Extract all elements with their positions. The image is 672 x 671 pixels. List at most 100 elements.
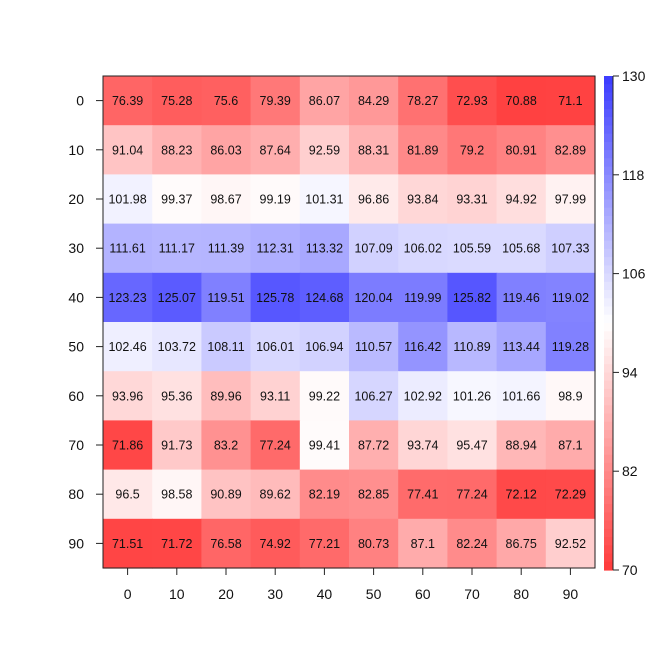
cell-value-label: 96.86 (358, 193, 389, 207)
colorbar-tick-label: 130 (622, 68, 646, 84)
heatmap-cell (398, 76, 448, 126)
heatmap-cell (103, 322, 153, 372)
cell-value-label: 96.5 (115, 488, 139, 502)
heatmap-cell (250, 371, 301, 421)
colorbar-segment (604, 224, 613, 234)
colorbar-segment (604, 207, 613, 217)
cell-value-label: 87.1 (411, 537, 435, 551)
cell-value-label: 98.58 (161, 488, 192, 502)
cell-value-label: 78.27 (407, 94, 438, 108)
cell-value-label: 119.51 (207, 291, 244, 305)
y-tick-label: 50 (68, 339, 84, 355)
colorbar-segment (604, 528, 613, 538)
heatmap-cell (496, 420, 547, 471)
y-tick-label: 20 (68, 191, 84, 207)
heatmap-cell (545, 469, 596, 520)
heatmap-cell (103, 272, 153, 323)
cell-value-label: 91.73 (161, 439, 192, 453)
colorbar-segment (604, 199, 613, 209)
colorbar-segment (604, 553, 613, 563)
cell-value-label: 87.1 (558, 439, 582, 453)
colorbar-segment (604, 191, 613, 201)
cell-value-label: 79.39 (260, 94, 291, 108)
y-tick-label: 0 (76, 93, 84, 109)
cell-value-label: 101.31 (305, 193, 343, 207)
cell-value-label: 119.99 (404, 291, 441, 305)
cell-value-label: 106.01 (256, 340, 294, 354)
cell-value-label: 93.31 (456, 193, 487, 207)
cell-value-label: 106.94 (305, 340, 343, 354)
x-tick-label: 70 (464, 586, 480, 602)
plot-frame (102, 75, 596, 569)
heatmap-cell (349, 420, 399, 471)
cell-value-label: 111.61 (109, 242, 145, 256)
cell-value-label: 119.46 (503, 291, 540, 305)
colorbar-segment (604, 339, 613, 349)
heatmap-cell (349, 322, 399, 372)
colorbar: 70 82 94 106 118 130 (604, 68, 646, 578)
cell-value-label: 95.36 (161, 389, 192, 403)
y-tick-label: 70 (68, 437, 84, 453)
cell-value-label: 88.31 (358, 143, 389, 157)
cell-value-label: 105.68 (502, 242, 540, 256)
cell-value-label: 74.92 (260, 537, 291, 551)
heatmap-cell (545, 76, 596, 126)
heatmap-cell (349, 125, 399, 175)
heatmap-cell (496, 371, 547, 421)
cell-value-label: 98.9 (558, 389, 582, 403)
cell-value-label: 99.41 (309, 439, 340, 453)
y-tick-label: 60 (68, 388, 84, 404)
heatmap-cell (545, 223, 596, 274)
heatmap-cell (201, 272, 252, 323)
colorbar-tick-label: 70 (622, 562, 638, 578)
cell-value-label: 119.02 (552, 291, 589, 305)
colorbar-segment (604, 273, 613, 283)
colorbar-segment (604, 430, 613, 439)
colorbar-segment (604, 174, 613, 184)
cell-value-label: 93.84 (407, 193, 438, 207)
heatmap-cell (250, 174, 301, 225)
colorbar-segment (604, 183, 613, 192)
cell-value-label: 71.1 (558, 94, 582, 108)
x-tick-label: 0 (124, 586, 132, 602)
x-tick-label: 10 (169, 586, 185, 602)
heatmap-cell (201, 518, 252, 569)
colorbar-segment (604, 479, 613, 489)
colorbar-segment (604, 388, 613, 398)
heatmap-cell (299, 125, 350, 175)
colorbar-segment (604, 347, 613, 357)
colorbar-segment (604, 265, 613, 275)
cell-value-label: 70.88 (506, 94, 537, 108)
cell-value-label: 88.94 (506, 439, 537, 453)
heatmap-cell (447, 174, 498, 225)
colorbar-segment (604, 100, 613, 110)
cell-value-label: 76.39 (112, 94, 143, 108)
cell-value-label: 108.11 (207, 340, 244, 354)
heatmap-cell (201, 420, 252, 471)
cell-value-label: 77.41 (407, 488, 438, 502)
cell-value-label: 82.24 (456, 537, 487, 551)
heatmap-cell (299, 76, 350, 126)
colorbar-segment (604, 438, 613, 448)
cell-value-label: 125.82 (453, 291, 491, 305)
cell-value-label: 71.86 (112, 439, 143, 453)
heatmap-cell (250, 125, 301, 175)
colorbar-segment (604, 561, 613, 571)
heatmap-cell (545, 272, 596, 323)
cell-value-label: 77.21 (309, 537, 340, 551)
cell-value-label: 80.91 (506, 143, 537, 157)
cell-value-label: 99.22 (309, 389, 340, 403)
heatmap-cell (545, 420, 596, 471)
heatmap-cell (398, 518, 448, 569)
colorbar-tick-label: 94 (622, 364, 638, 380)
heatmap-cell (201, 371, 252, 421)
heatmap-cell (447, 125, 498, 175)
heatmap-cell (103, 469, 153, 520)
heatmap-cell (152, 272, 202, 323)
cell-value-label: 125.07 (158, 291, 196, 305)
y-tick-label: 90 (68, 535, 84, 551)
cell-value-label: 102.46 (108, 340, 146, 354)
heatmap-cell (398, 223, 448, 274)
heatmap-cell (250, 469, 301, 520)
